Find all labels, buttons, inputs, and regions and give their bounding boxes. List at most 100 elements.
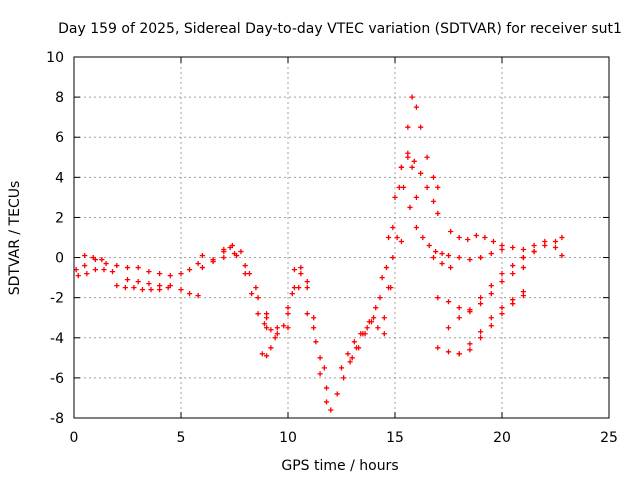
data-point: [488, 323, 494, 329]
data-point: [321, 365, 327, 371]
data-point: [139, 287, 146, 293]
data-point: [186, 291, 193, 297]
data-point: [520, 289, 526, 295]
data-point: [296, 285, 302, 291]
data-point: [559, 252, 565, 259]
data-point: [448, 228, 454, 235]
data-point: [426, 242, 432, 249]
data-point: [298, 264, 304, 271]
data-point: [499, 279, 505, 285]
data-point: [435, 210, 441, 217]
data-point: [347, 359, 353, 365]
data-point: [195, 293, 201, 299]
grid-lines: [74, 57, 609, 418]
data-point: [379, 275, 385, 281]
data-point: [559, 234, 565, 241]
data-point: [510, 262, 516, 269]
data-point: [478, 335, 484, 341]
data-point: [490, 238, 497, 245]
data-point: [394, 234, 400, 241]
data-point: [167, 283, 173, 289]
data-point: [255, 311, 261, 317]
data-point: [274, 331, 280, 337]
data-point: [478, 254, 484, 261]
data-point: [124, 264, 131, 271]
data-point: [478, 301, 484, 307]
y-tick-label: 10: [46, 50, 64, 66]
data-point: [510, 244, 516, 251]
data-point: [131, 285, 137, 291]
data-point: [281, 323, 287, 329]
data-point: [285, 325, 291, 331]
data-point: [268, 345, 274, 351]
y-tick-label: -8: [50, 411, 64, 427]
data-point: [473, 232, 479, 239]
data-point: [467, 307, 473, 313]
y-tick-label: 6: [55, 130, 64, 146]
data-point: [445, 349, 452, 355]
data-point: [246, 271, 253, 277]
data-point: [304, 279, 310, 285]
data-point: [499, 305, 505, 311]
data-point: [148, 287, 154, 293]
data-point: [439, 260, 445, 267]
data-point: [467, 347, 473, 353]
data-point: [400, 184, 407, 190]
data-point: [499, 271, 505, 277]
data-point: [478, 329, 484, 335]
x-tick-label: 0: [70, 430, 79, 446]
data-point: [274, 325, 280, 331]
data-point: [499, 311, 505, 317]
data-point: [488, 283, 494, 289]
data-point: [375, 325, 381, 331]
axis-ticks: 0 5 10 15 20 25 -8 -6 -4 -2 0 2 4 6 8 10: [46, 50, 618, 446]
data-point: [390, 224, 396, 231]
data-point: [456, 315, 462, 321]
data-point: [289, 291, 295, 297]
data-point: [82, 262, 88, 269]
data-point: [221, 246, 227, 253]
data-point: [253, 285, 259, 291]
data-point: [435, 345, 441, 351]
data-point: [264, 353, 270, 359]
data-point: [430, 254, 437, 261]
data-point: [418, 124, 424, 130]
data-point: [323, 385, 330, 391]
x-tick-label: 15: [386, 430, 404, 446]
data-point: [238, 248, 244, 255]
data-point: [445, 325, 452, 331]
data-point: [122, 285, 128, 291]
data-point: [157, 283, 163, 289]
data-point: [268, 327, 274, 333]
x-tick-label: 5: [177, 430, 186, 446]
data-point: [542, 238, 548, 245]
data-point: [385, 234, 392, 241]
data-point: [186, 266, 193, 273]
data-point: [488, 315, 494, 321]
data-point: [405, 154, 411, 160]
data-point: [338, 365, 345, 371]
data-points: [73, 94, 565, 413]
data-point: [90, 254, 96, 261]
data-point: [157, 271, 163, 277]
data-point: [445, 252, 452, 259]
data-point: [313, 339, 319, 345]
data-point: [383, 264, 390, 271]
data-point: [135, 279, 141, 285]
x-tick-label: 20: [493, 430, 511, 446]
data-point: [199, 252, 205, 259]
data-point: [398, 238, 405, 245]
data-point: [520, 254, 526, 261]
data-point: [418, 170, 424, 176]
data-point: [385, 285, 392, 291]
data-point: [231, 250, 238, 257]
data-point: [424, 184, 430, 190]
data-point: [424, 154, 430, 160]
data-point: [178, 287, 184, 293]
data-point: [124, 277, 131, 283]
chart-title: Day 159 of 2025, Sidereal Day-to-day VTE…: [58, 21, 622, 37]
data-point: [304, 285, 310, 291]
data-point: [435, 184, 441, 190]
data-point: [413, 224, 419, 231]
